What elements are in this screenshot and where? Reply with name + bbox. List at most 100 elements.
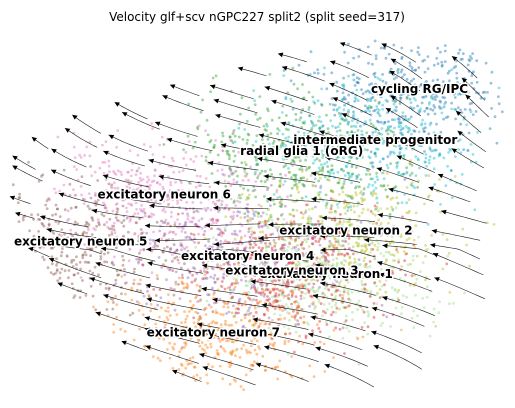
cell-point <box>72 145 76 149</box>
cell-point <box>313 270 316 273</box>
cell-point <box>204 306 208 310</box>
cell-point <box>323 162 326 166</box>
cell-point <box>454 155 457 159</box>
streamline-arrow <box>255 362 262 368</box>
cell-point <box>346 252 350 256</box>
cell-point <box>183 346 186 349</box>
cell-point <box>374 82 377 86</box>
cell-point <box>350 264 353 268</box>
cell-point <box>162 337 166 341</box>
cell-point <box>500 110 504 114</box>
cell-point <box>414 211 418 215</box>
cell-point <box>179 197 183 201</box>
cell-point <box>341 83 344 87</box>
cell-point <box>197 338 200 342</box>
cell-point <box>160 135 164 139</box>
cell-point <box>147 215 151 219</box>
cell-point <box>345 220 349 224</box>
cell-point <box>311 121 314 125</box>
cell-point <box>235 180 239 184</box>
cell-point <box>368 265 372 268</box>
cell-point <box>218 339 222 343</box>
cell-point <box>206 259 210 263</box>
cell-point <box>276 218 280 221</box>
cell-point <box>253 323 256 326</box>
cell-point <box>243 216 247 219</box>
cell-point <box>353 267 357 271</box>
cell-point <box>325 261 329 265</box>
cell-point <box>252 283 256 287</box>
cell-point <box>452 301 455 305</box>
cell-point <box>323 226 327 230</box>
cell-point <box>414 68 417 72</box>
cell-point <box>305 240 308 244</box>
cell-point <box>253 285 256 288</box>
cell-point <box>318 169 322 172</box>
cell-point <box>63 269 67 273</box>
cell-point <box>308 304 311 308</box>
cell-point <box>247 350 251 354</box>
cell-point <box>405 211 409 215</box>
cell-point <box>249 165 253 169</box>
cell-point <box>240 224 244 228</box>
cell-point <box>284 127 288 131</box>
cell-point <box>225 149 229 153</box>
cell-point <box>297 224 301 228</box>
cell-point <box>311 183 315 187</box>
cell-point <box>377 108 381 112</box>
cell-point <box>264 278 268 282</box>
cell-point <box>334 147 338 151</box>
cell-point <box>155 274 159 277</box>
cell-point <box>247 210 250 214</box>
cell-point <box>58 276 62 280</box>
cell-point <box>337 125 340 129</box>
cell-point <box>342 76 345 80</box>
cell-point <box>369 106 373 109</box>
cell-point <box>249 311 253 315</box>
streamline <box>199 353 254 371</box>
cell-point <box>219 245 222 249</box>
cell-point <box>298 159 302 163</box>
cell-point <box>63 232 66 236</box>
streamline <box>154 238 211 241</box>
cell-point <box>342 156 345 160</box>
cell-point <box>293 350 296 354</box>
cell-point <box>102 214 106 218</box>
cell-point <box>107 287 111 291</box>
cell-point <box>283 239 287 242</box>
cell-point <box>244 267 247 271</box>
cell-point <box>247 227 251 231</box>
cell-point <box>241 179 245 182</box>
cell-point <box>410 171 414 175</box>
cell-point <box>405 166 408 170</box>
cell-point <box>225 323 228 327</box>
cell-point <box>172 293 176 297</box>
cell-point <box>280 143 284 147</box>
cell-point <box>391 130 395 134</box>
cell-point <box>393 289 397 292</box>
cell-point <box>331 282 335 286</box>
cell-point <box>81 256 85 260</box>
cell-point <box>217 233 221 237</box>
cell-point <box>400 68 404 72</box>
cell-point <box>459 108 463 112</box>
cell-point <box>174 280 178 284</box>
cell-point <box>335 109 339 112</box>
cell-point <box>265 257 269 261</box>
cell-point <box>299 289 302 293</box>
cell-point <box>199 317 203 320</box>
cell-point <box>426 112 430 116</box>
streamline-arrow <box>258 133 265 138</box>
cell-point <box>278 185 282 189</box>
cell-point <box>174 232 178 236</box>
cell-point <box>137 309 141 312</box>
cell-point <box>343 271 347 275</box>
cell-point <box>97 220 100 224</box>
cell-point <box>110 232 114 236</box>
cell-point <box>297 180 301 184</box>
cell-point <box>375 293 378 297</box>
streamline <box>281 66 325 82</box>
cell-point <box>313 230 317 234</box>
cell-point <box>416 142 420 146</box>
cell-point <box>104 189 108 193</box>
